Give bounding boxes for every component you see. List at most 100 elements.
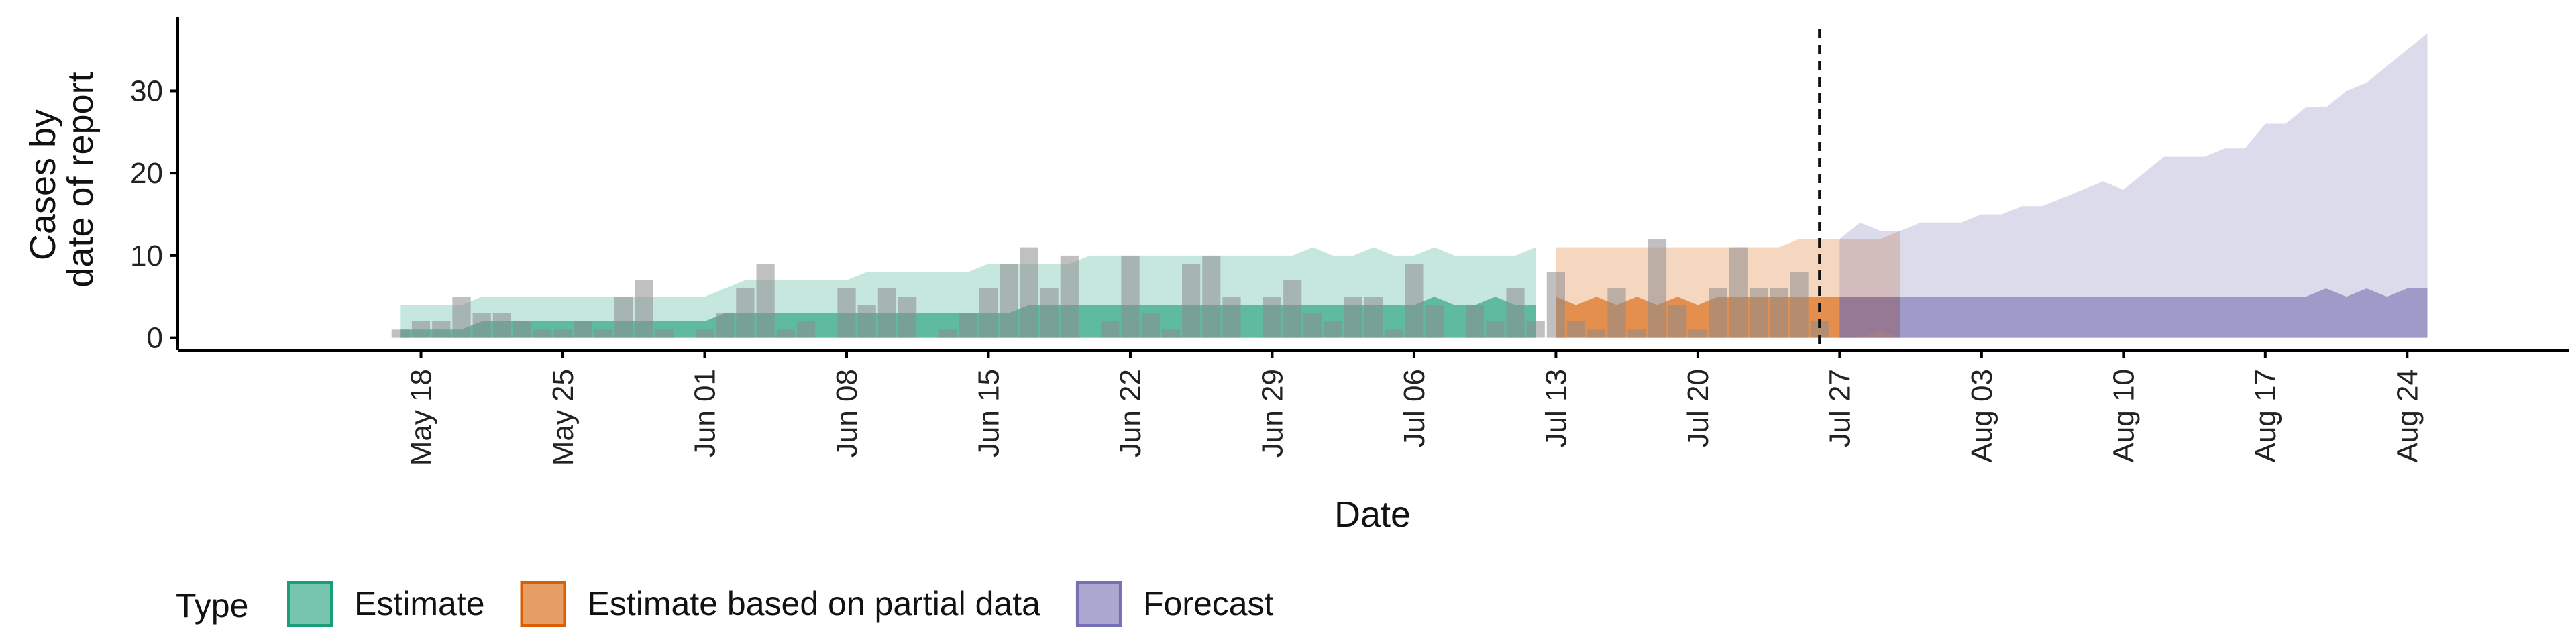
legend-label-forecast: Forecast bbox=[1143, 585, 1274, 623]
legend-swatch-estimate-based-on-partial-data bbox=[520, 581, 566, 627]
reported-case-bar bbox=[1425, 305, 1444, 338]
reported-case-bar bbox=[1324, 321, 1342, 338]
y-axis-ticks: 0 10 20 30 bbox=[130, 74, 178, 355]
x-tick-label: Jul 20 bbox=[1682, 369, 1715, 447]
reported-cases-bars bbox=[391, 239, 1829, 338]
reported-case-bar bbox=[756, 264, 775, 338]
y-axis-title: Cases by date of report bbox=[23, 72, 101, 287]
x-tick-label: May 18 bbox=[405, 369, 438, 466]
x-tick-label: Jul 27 bbox=[1823, 369, 1856, 447]
reported-case-bar bbox=[574, 321, 592, 338]
reported-case-bar bbox=[1364, 297, 1383, 338]
x-tick-label: Jun 08 bbox=[830, 369, 863, 458]
reported-case-bar bbox=[492, 313, 511, 338]
reported-case-bar bbox=[736, 288, 755, 338]
reported-case-bar bbox=[877, 288, 896, 338]
reported-case-bar bbox=[1101, 321, 1120, 338]
x-axis-title: Date bbox=[1334, 494, 1411, 535]
reported-case-bar bbox=[1709, 288, 1727, 338]
reported-case-bar bbox=[1749, 288, 1768, 338]
reported-case-bar bbox=[979, 288, 998, 338]
reported-case-bar bbox=[1506, 288, 1525, 338]
reported-case-bar bbox=[1263, 297, 1281, 338]
reported-case-bar bbox=[1567, 321, 1586, 338]
x-tick-label: Jun 22 bbox=[1114, 369, 1147, 458]
reported-case-bar bbox=[1729, 247, 1748, 338]
reported-case-bar bbox=[1648, 239, 1667, 338]
reported-case-bar bbox=[1141, 313, 1160, 338]
legend-swatch-estimate bbox=[287, 581, 333, 627]
reported-case-bar bbox=[1303, 313, 1322, 338]
reported-case-bar bbox=[472, 313, 491, 338]
y-axis-title-line-2: date of report bbox=[60, 72, 101, 287]
reported-case-bar bbox=[1668, 305, 1687, 338]
y-tick-label: 10 bbox=[130, 239, 163, 272]
y-axis-title-line-1: Cases by bbox=[23, 109, 63, 260]
reported-case-bar bbox=[1000, 264, 1018, 338]
legend-label-estimate: Estimate bbox=[354, 585, 485, 623]
reported-case-bar bbox=[938, 329, 957, 338]
reported-case-bar bbox=[533, 329, 552, 338]
reported-case-bar bbox=[635, 280, 653, 338]
reported-case-bar bbox=[695, 329, 714, 338]
x-tick-label: May 25 bbox=[547, 369, 580, 466]
reported-case-bar bbox=[716, 313, 735, 338]
reported-case-bar bbox=[1627, 329, 1646, 338]
x-tick-label: Aug 24 bbox=[2391, 369, 2424, 462]
x-axis-ticks: May 18 May 25 Jun 01 Jun 08 Jun 15 Jun 22 Jun … bbox=[405, 350, 2424, 466]
reported-case-bar bbox=[1161, 329, 1180, 338]
x-tick-label: Jun 29 bbox=[1256, 369, 1289, 458]
reported-case-bar bbox=[959, 313, 977, 338]
reported-case-bar bbox=[797, 321, 816, 338]
reported-case-bar bbox=[1466, 305, 1485, 338]
reported-case-bar bbox=[1344, 297, 1362, 338]
reported-case-bar bbox=[1060, 255, 1079, 338]
reported-case-bar bbox=[1182, 264, 1201, 338]
reported-case-bar bbox=[1385, 329, 1403, 338]
reported-case-bar bbox=[1020, 247, 1038, 338]
reported-case-bar bbox=[1283, 280, 1302, 338]
x-tick-label: Jun 15 bbox=[973, 369, 1006, 458]
reported-case-bar bbox=[898, 297, 917, 338]
reported-case-bar bbox=[452, 297, 471, 338]
reported-case-bar bbox=[1486, 321, 1505, 338]
legend-items: Estimate Estimate based on partial data Fo… bbox=[287, 581, 1274, 627]
legend: Type Estimate Estimate based on partial d… bbox=[176, 581, 1274, 627]
reported-case-bar bbox=[411, 321, 431, 338]
reported-case-bar bbox=[1222, 297, 1241, 338]
x-tick-label: Aug 17 bbox=[2249, 369, 2282, 462]
axes: 0 10 20 30 May 18 May 25 Jun 01 Jun 08 Jun 15 Ju… bbox=[130, 17, 2569, 466]
reported-case-bar bbox=[837, 288, 856, 338]
reported-case-bar bbox=[391, 329, 410, 338]
reported-case-bar bbox=[513, 321, 532, 338]
reported-case-bar bbox=[1790, 272, 1809, 338]
reported-case-bar bbox=[1770, 288, 1788, 338]
reported-case-bar bbox=[655, 329, 674, 338]
x-tick-label: Aug 03 bbox=[1966, 369, 1998, 462]
y-tick-label: 0 bbox=[147, 322, 163, 355]
reported-case-bar bbox=[1121, 255, 1140, 338]
reported-case-bar bbox=[614, 297, 633, 338]
x-tick-label: Jun 01 bbox=[689, 369, 722, 458]
x-tick-label: Jul 13 bbox=[1540, 369, 1572, 447]
reported-case-bar bbox=[432, 321, 451, 338]
y-tick-label: 20 bbox=[130, 157, 163, 190]
legend-title: Type bbox=[176, 587, 248, 625]
legend-label-estimate-based-on-partial-data: Estimate based on partial data bbox=[588, 585, 1041, 623]
reported-case-bar bbox=[776, 329, 795, 338]
legend-swatch-forecast bbox=[1075, 581, 1122, 627]
reported-case-bar bbox=[553, 329, 572, 338]
reported-case-bar bbox=[1546, 272, 1565, 338]
x-tick-label: Aug 10 bbox=[2107, 369, 2140, 462]
x-tick-label: Jul 06 bbox=[1398, 369, 1431, 447]
reported-case-bar bbox=[1040, 288, 1059, 338]
reported-case-bar bbox=[1688, 329, 1707, 338]
forecast-inner-band bbox=[1839, 288, 2428, 338]
reported-case-bar bbox=[857, 305, 876, 338]
forecast-outer-band bbox=[1839, 33, 2428, 338]
reported-case-bar bbox=[594, 329, 613, 338]
reported-case-bar bbox=[1587, 329, 1606, 338]
ribbon-layer bbox=[400, 33, 2428, 338]
y-tick-label: 30 bbox=[130, 74, 163, 107]
